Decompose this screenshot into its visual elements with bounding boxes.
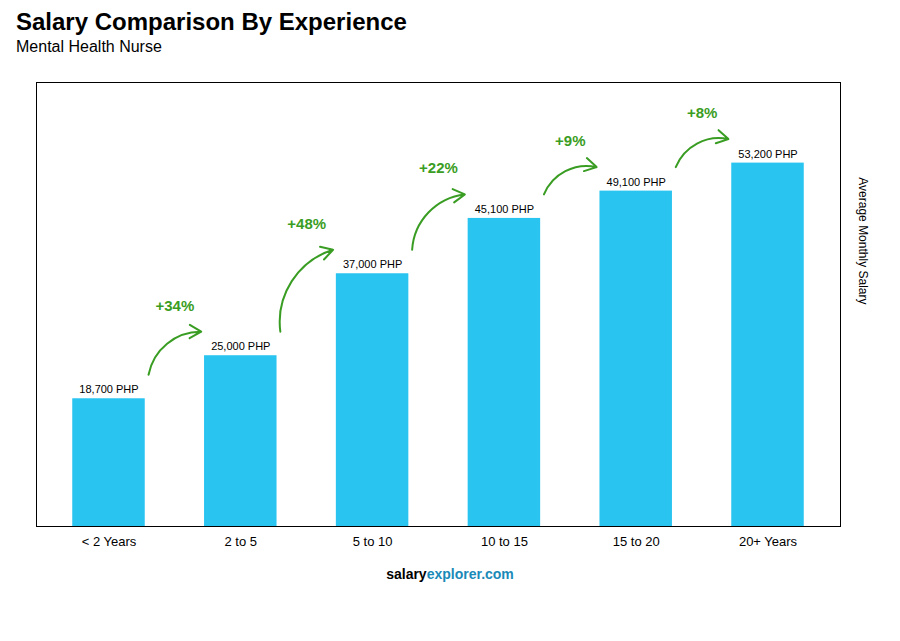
svg-text:10 to 15: 10 to 15 (481, 534, 528, 549)
svg-text:45,100 PHP: 45,100 PHP (475, 203, 534, 215)
svg-text:37,000 PHP: 37,000 PHP (343, 258, 402, 270)
html-text:salary explorer.com: salary explorer.com (386, 566, 514, 582)
svg-text:20+ Years: 20+ Years (739, 534, 798, 549)
svg-text:18,700 PHP: 18,700 PHP (79, 383, 138, 395)
svg-text:25,000 PHP: 25,000 PHP (211, 340, 270, 352)
svg-text:15 to 20: 15 to 20 (613, 534, 660, 549)
svg-text:+22%: +22% (419, 159, 458, 176)
svg-text:+34%: +34% (155, 297, 194, 314)
svg-text:53,200 PHP: 53,200 PHP (738, 148, 797, 160)
svg-text:49,100 PHP: 49,100 PHP (607, 176, 666, 188)
html-text:Salary Comparison By Experienc: Salary Comparison By Experience (16, 8, 407, 35)
svg-text:2 to 5: 2 to 5 (225, 534, 258, 549)
svg-text:+8%: +8% (687, 104, 717, 121)
html-text:Mental Health Nurse: Mental Health Nurse (16, 38, 162, 55)
svg-text:+9%: +9% (555, 132, 585, 149)
svg-text:< 2 Years: < 2 Years (82, 534, 137, 549)
svg-text:5 to 10: 5 to 10 (353, 534, 393, 549)
svg-text:Average Monthly Salary: Average Monthly Salary (856, 177, 870, 304)
svg-text:+48%: +48% (287, 215, 326, 232)
